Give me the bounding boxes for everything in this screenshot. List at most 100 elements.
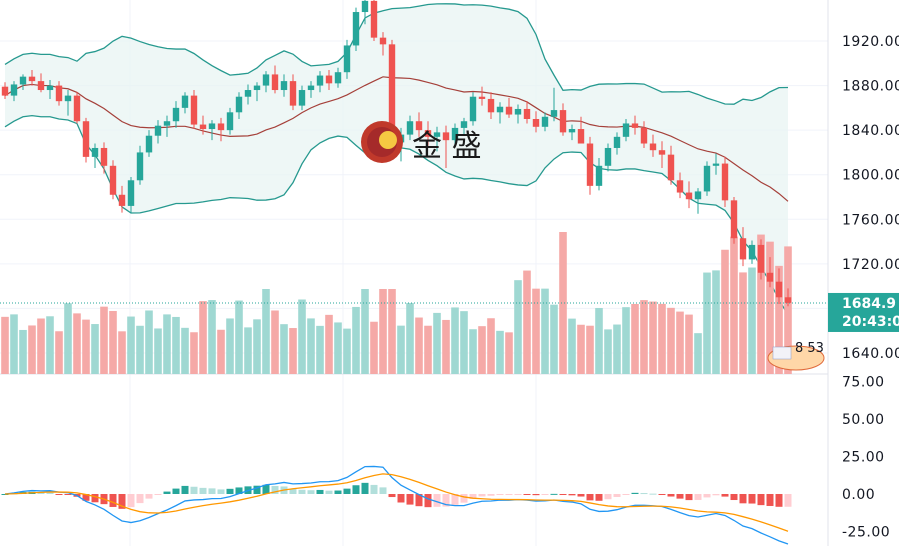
candle-body — [586, 143, 594, 186]
volume-bar — [100, 306, 108, 374]
candle-body — [640, 127, 648, 144]
macd-pane — [1, 465, 792, 545]
candle-body — [748, 244, 756, 260]
macd-histogram-bar — [451, 494, 459, 505]
price-tick-label: 1760.00 — [842, 212, 899, 228]
candle-body — [145, 135, 153, 153]
candle-body — [64, 95, 72, 102]
macd-histogram-bar — [91, 494, 99, 503]
candle-body — [541, 116, 549, 127]
macd-histogram-bar — [199, 487, 207, 494]
candle-body — [226, 112, 234, 131]
candle-body — [325, 75, 333, 84]
volume-bar — [262, 289, 270, 374]
volume-badge-text: 8 53 — [795, 341, 824, 356]
macd-histogram-bar — [82, 494, 90, 501]
macd-histogram-bar — [109, 494, 117, 507]
macd-histogram-bar — [136, 494, 144, 504]
volume-bar — [379, 289, 387, 374]
candle-body — [550, 110, 558, 117]
candle-body — [424, 130, 432, 137]
volume-bar — [478, 326, 486, 374]
price-tick-label: 1920.00 — [842, 34, 899, 50]
macd-histogram-bar — [316, 489, 324, 494]
candle-body — [433, 132, 441, 137]
volume-bar — [370, 321, 378, 374]
candle-body — [496, 106, 504, 113]
last-price-tag: 1684.9 20:43:0 — [828, 292, 899, 332]
volume-bar — [28, 325, 36, 374]
macd-histogram-bar — [514, 494, 522, 495]
candle-body — [199, 124, 207, 130]
macd-histogram-bar — [172, 488, 180, 494]
candle-body — [361, 0, 369, 13]
price-candles — [1, 0, 792, 307]
macd-histogram-bar — [505, 494, 513, 495]
candle-body — [298, 90, 306, 106]
volume-bar — [775, 265, 783, 374]
volume-bar — [622, 307, 630, 374]
candle-body — [487, 98, 495, 113]
macd-histogram-bar — [127, 494, 135, 508]
volume-bar — [244, 327, 252, 374]
volume-bar — [649, 301, 657, 374]
macd-histogram-bar — [226, 488, 234, 494]
volume-bar — [253, 319, 261, 374]
macd-histogram-bar — [433, 494, 441, 507]
candle-body — [136, 152, 144, 181]
candle-body — [289, 81, 297, 106]
candle-body — [109, 165, 117, 195]
candle-body — [631, 123, 639, 128]
macd-histogram-bar — [55, 494, 63, 495]
candle-body — [505, 106, 513, 115]
volume-bar — [523, 270, 531, 374]
candle-body — [1, 86, 9, 96]
volume-bar — [640, 300, 648, 374]
candle-body — [766, 272, 774, 282]
candle-body — [406, 121, 414, 135]
volume-badge: 8 53 — [767, 341, 825, 371]
candle-body — [10, 84, 18, 96]
volume-bar — [127, 316, 135, 374]
macd-histogram-bar — [613, 494, 621, 498]
macd-histogram-bar — [739, 494, 747, 504]
macd-histogram-bar — [559, 494, 567, 495]
macd-histogram-bar — [406, 494, 414, 505]
price-axis[interactable]: 1920.00 1880.00 1840.00 1800.00 1760.00 1720.… — [842, 34, 899, 541]
macd-histogram-bar — [208, 488, 216, 494]
candle-body — [190, 95, 198, 125]
macd-histogram-bar — [325, 490, 333, 494]
bollinger-upper — [4, 3, 789, 105]
macd-histogram-bar — [541, 494, 549, 495]
volume-bar — [37, 318, 45, 374]
macd-histogram-bar — [595, 494, 603, 501]
candle-body — [370, 0, 378, 38]
volume-bar — [721, 249, 729, 374]
macd-histogram-bar — [298, 489, 306, 494]
candle-body — [208, 123, 216, 130]
volume-bar — [487, 318, 495, 374]
volume-bar — [235, 300, 243, 374]
candle-body — [388, 44, 396, 143]
volume-bar — [397, 325, 405, 374]
volume-bar — [586, 325, 594, 374]
price-tick-label: 1720.00 — [842, 257, 899, 273]
macd-histogram-bar — [748, 494, 756, 504]
macd-histogram-bar — [694, 494, 702, 500]
macd-histogram-bar — [757, 494, 765, 506]
candle-body — [118, 194, 126, 206]
macd-histogram-bar — [577, 494, 585, 497]
volume-bar — [676, 311, 684, 374]
volume-bar — [604, 329, 612, 374]
macd-histogram-bar — [649, 493, 657, 495]
volume-bar — [406, 303, 414, 374]
macd-histogram-bar — [640, 493, 648, 495]
volume-bar — [316, 325, 324, 374]
candle-body — [676, 180, 684, 193]
volume-bar — [550, 304, 558, 374]
candle-body — [172, 107, 180, 122]
volume-bar — [352, 306, 360, 374]
volume-bar — [667, 307, 675, 374]
macd-histogram-bar — [118, 494, 126, 509]
